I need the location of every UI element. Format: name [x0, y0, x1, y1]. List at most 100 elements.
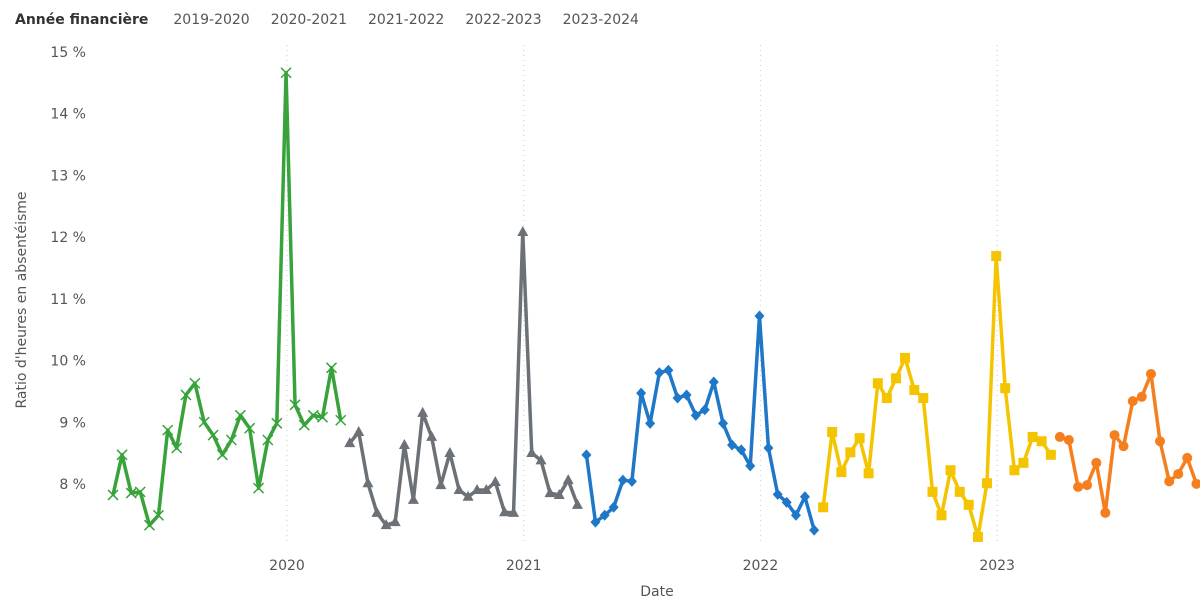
- marker: [444, 446, 456, 457]
- marker: [663, 364, 674, 376]
- marker: [1109, 430, 1120, 441]
- marker: [316, 411, 329, 423]
- marker: [991, 251, 1002, 262]
- marker: [1027, 431, 1038, 442]
- y-tick-label: 13 %: [50, 168, 86, 184]
- marker: [335, 414, 347, 426]
- marker: [389, 516, 401, 527]
- marker: [180, 389, 192, 401]
- marker: [918, 393, 929, 404]
- series-line: [348, 230, 580, 527]
- marker: [371, 506, 383, 517]
- marker: [380, 519, 392, 530]
- marker: [344, 437, 356, 448]
- marker: [134, 486, 146, 498]
- x-tick-label: 2021: [506, 558, 542, 574]
- marker: [699, 404, 710, 416]
- marker: [362, 477, 374, 488]
- marker: [772, 488, 783, 500]
- marker: [1054, 431, 1065, 442]
- marker: [1018, 457, 1029, 468]
- marker: [963, 499, 974, 510]
- marker: [708, 376, 719, 388]
- marker: [1063, 435, 1074, 446]
- marker: [289, 399, 301, 411]
- marker: [927, 486, 938, 497]
- series-line: [111, 71, 343, 527]
- marker: [654, 367, 665, 379]
- marker: [271, 417, 283, 429]
- marker: [257, 14, 268, 24]
- marker: [599, 509, 610, 521]
- marker: [162, 424, 174, 436]
- marker: [353, 425, 365, 436]
- marker: [972, 531, 983, 542]
- marker: [854, 433, 865, 444]
- marker: [417, 406, 429, 417]
- marker: [234, 409, 246, 421]
- legend-marker: 2021-2022: [368, 12, 444, 28]
- marker: [499, 506, 511, 517]
- legend-marker: 2022-2023: [465, 12, 541, 28]
- x-axis-title: Date: [640, 584, 673, 600]
- legend-marker: 2019-2020: [173, 12, 249, 28]
- plot-area: [107, 14, 1200, 545]
- marker: [909, 385, 920, 396]
- x-tick-label: 2020: [269, 558, 305, 574]
- marker: [626, 475, 637, 487]
- marker: [562, 474, 574, 485]
- marker: [900, 352, 911, 363]
- marker: [790, 509, 801, 521]
- marker: [535, 454, 547, 465]
- series-line: [1059, 372, 1199, 515]
- marker: [471, 484, 483, 495]
- marker: [781, 496, 792, 508]
- marker: [453, 484, 465, 495]
- marker: [152, 509, 164, 521]
- series-line: [821, 254, 1053, 539]
- marker: [872, 378, 883, 389]
- marker: [526, 446, 538, 457]
- marker: [1073, 481, 1084, 492]
- marker: [517, 225, 529, 236]
- marker: [845, 447, 856, 458]
- marker: [160, 15, 170, 25]
- marker: [617, 474, 628, 486]
- marker: [553, 488, 565, 499]
- marker: [1146, 368, 1157, 379]
- legend-marker: 2020-2021: [271, 12, 347, 28]
- marker: [1082, 480, 1093, 491]
- marker: [799, 491, 810, 503]
- marker: [489, 475, 501, 486]
- marker: [981, 478, 992, 489]
- marker: [544, 487, 556, 498]
- marker: [407, 493, 419, 504]
- marker: [298, 419, 310, 431]
- marker: [116, 449, 128, 461]
- y-tick-label: 15 %: [50, 45, 86, 61]
- marker: [452, 15, 462, 25]
- marker: [125, 487, 137, 499]
- legend-title: Année financière: [15, 12, 148, 28]
- marker: [1154, 436, 1165, 447]
- marker: [1191, 478, 1200, 489]
- marker: [198, 416, 210, 428]
- marker: [571, 498, 583, 509]
- marker: [581, 449, 592, 461]
- marker: [645, 417, 656, 429]
- y-axis-title: Ratio d'heures en absentéisme: [14, 191, 30, 408]
- marker: [727, 439, 738, 451]
- marker: [1118, 441, 1129, 452]
- marker: [1100, 507, 1111, 518]
- marker: [216, 449, 228, 461]
- marker: [1036, 436, 1047, 447]
- marker: [936, 510, 947, 521]
- marker: [262, 434, 274, 446]
- legend-marker: 2023: [979, 558, 1015, 574]
- marker: [462, 490, 474, 501]
- marker: [325, 362, 338, 374]
- marker: [636, 387, 647, 399]
- marker: [1127, 396, 1138, 407]
